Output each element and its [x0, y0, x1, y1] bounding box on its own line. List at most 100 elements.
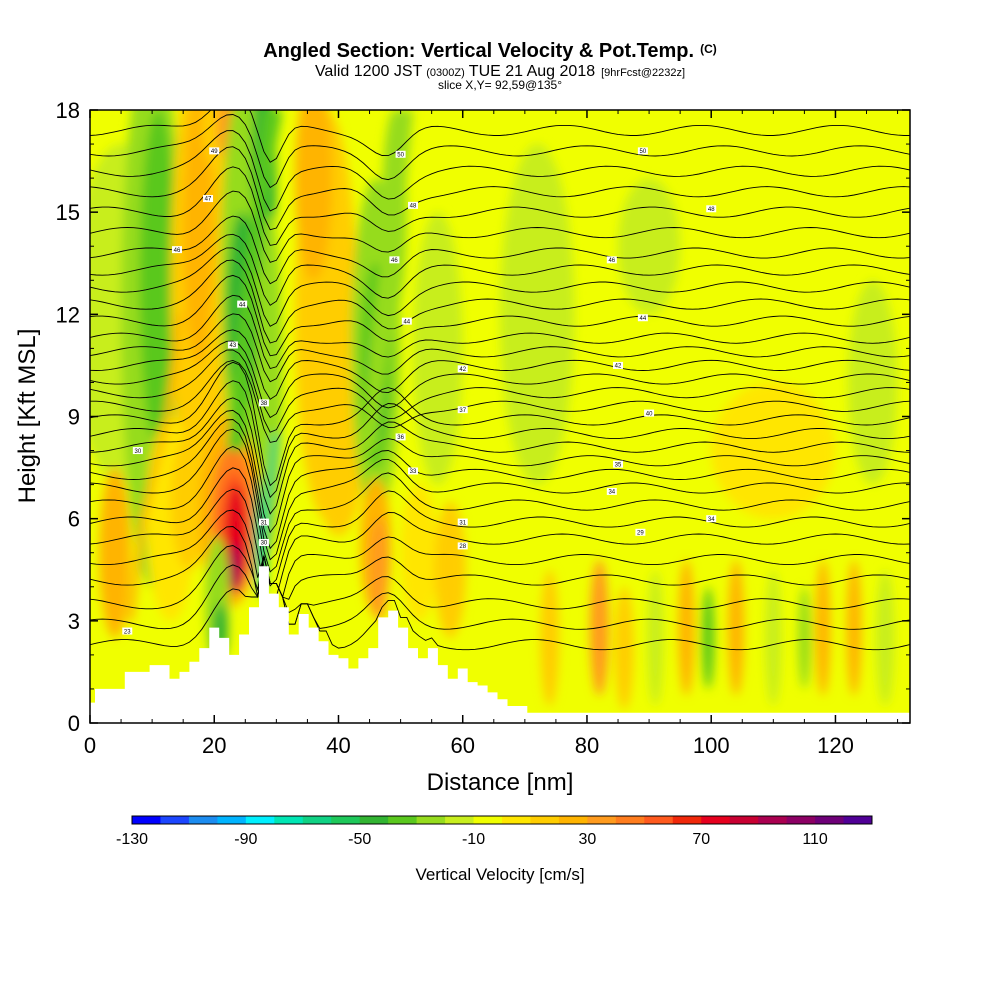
contour-label-bg: [635, 528, 646, 536]
x-tick-label: 60: [450, 733, 474, 758]
theta-contour: [90, 329, 910, 400]
x-tick-label: 20: [202, 733, 226, 758]
contour-label-bg: [613, 460, 624, 468]
theta-contour: [90, 428, 910, 561]
contour-label: 43: [230, 343, 237, 349]
contour-label-bg: [457, 365, 468, 373]
colorbar-tick-label: -10: [462, 831, 485, 848]
colorbar-swatch: [245, 816, 275, 824]
colorbar-swatch: [530, 816, 560, 824]
colorbar-swatch: [815, 816, 845, 824]
contour-label-bg: [389, 256, 400, 264]
velocity-cell: [798, 586, 811, 689]
contour-label: 36: [397, 435, 404, 441]
contour-label: 40: [646, 411, 653, 417]
velocity-cell: [647, 569, 664, 706]
velocity-cell: [701, 586, 715, 689]
theta-contour: [90, 114, 910, 189]
colorbar-swatch: [587, 816, 617, 824]
y-tick-label: 15: [56, 200, 80, 225]
velocity-cell: [614, 586, 634, 710]
colorbar-swatch: [843, 816, 873, 824]
x-tick-label: 40: [326, 733, 350, 758]
velocity-cell: [618, 178, 681, 315]
contour-label-bg: [408, 201, 419, 209]
theta-contour: [90, 340, 910, 419]
theta-contour: [90, 397, 910, 515]
contour-label: 28: [459, 544, 466, 550]
contour-label: 30: [134, 449, 141, 455]
contour-label: 37: [459, 408, 466, 414]
theta-contours: [90, 110, 910, 651]
contour-label-bg: [237, 300, 248, 308]
colorbar-tick-label: -90: [234, 831, 257, 848]
contour-label-bg: [122, 627, 133, 635]
theta-contour: [90, 294, 910, 370]
velocity-cell: [369, 518, 389, 621]
velocity-cell: [257, 212, 283, 553]
colorbar-swatch: [473, 816, 503, 824]
contour-label: 47: [205, 197, 212, 203]
theta-contour: [90, 509, 910, 599]
theta-contour: [90, 419, 910, 550]
contour-label-bg: [203, 195, 214, 203]
colorbar-swatch: [445, 816, 475, 824]
velocity-cell: [229, 542, 241, 591]
theta-contour: [90, 488, 910, 606]
velocity-cell: [875, 569, 895, 706]
contour-label: 29: [637, 530, 644, 536]
contour-label-bg: [258, 539, 269, 547]
theta-contour: [90, 215, 910, 285]
velocity-cell: [99, 467, 131, 638]
contour-label: 50: [397, 152, 404, 158]
chart-subtitle-slice: slice X,Y= 92,59@135°: [438, 78, 562, 92]
contour-label: 30: [261, 541, 268, 547]
contour-label-bg: [408, 467, 419, 475]
colorbar-label: Vertical Velocity [cm/s]: [415, 865, 584, 884]
contour-label-bg: [637, 314, 648, 322]
chart-subtitle-valid: Valid 1200 JST (0300Z) TUE 21 Aug 2018 [9hr…: [315, 63, 685, 80]
x-tick-label: 120: [817, 733, 854, 758]
theta-contour: [90, 233, 910, 306]
y-tick-label: 18: [56, 98, 80, 123]
contour-label: 31: [261, 520, 268, 526]
theta-contour: [90, 146, 910, 231]
x-tick-label: 80: [575, 733, 599, 758]
contour-label-bg: [132, 447, 143, 455]
colorbar-swatch: [160, 816, 190, 824]
chart-title: Angled Section: Vertical Velocity & Pot.…: [263, 40, 717, 62]
contour-label: 44: [239, 302, 246, 308]
contour-label: 34: [708, 517, 715, 523]
colorbar-swatch: [701, 816, 731, 824]
colorbar-swatch: [758, 816, 788, 824]
plot-area: 23 28 29 31 34 34 35 37 40 42 42 44 46 48 50 50 48 46 44 49…: [90, 110, 910, 723]
colorbar-tick-label: 30: [578, 831, 596, 848]
colorbar: -130 -90 -50 -10 30 70 110: [116, 815, 873, 848]
contour-label: 48: [708, 207, 715, 213]
colorbar-tick-label: -50: [348, 831, 371, 848]
contour-label: 31: [459, 520, 466, 526]
contour-label: 42: [459, 367, 466, 373]
colorbar-swatch: [188, 816, 218, 824]
contour-label: 46: [174, 248, 181, 254]
colorbar-swatch: [672, 816, 702, 824]
y-tick-label: 3: [68, 609, 80, 634]
contour-label-bg: [171, 246, 182, 254]
contour-label: 48: [410, 204, 417, 210]
colorbar-swatch: [416, 816, 446, 824]
contour-label-bg: [637, 147, 648, 155]
colorbar-swatch: [615, 816, 645, 824]
theta-contour: [90, 361, 910, 487]
contour-label-bg: [395, 433, 406, 441]
theta-contour: [90, 247, 910, 327]
velocity-band: [127, 314, 184, 621]
contour-label-bg: [457, 518, 468, 526]
theta-contour: [90, 130, 910, 212]
velocity-cell: [815, 559, 831, 696]
theta-contour: [90, 349, 910, 433]
theta-contour: [90, 110, 910, 163]
theta-contour: [90, 555, 910, 651]
theta-contour: [90, 380, 910, 499]
theta-contour: [90, 467, 910, 587]
